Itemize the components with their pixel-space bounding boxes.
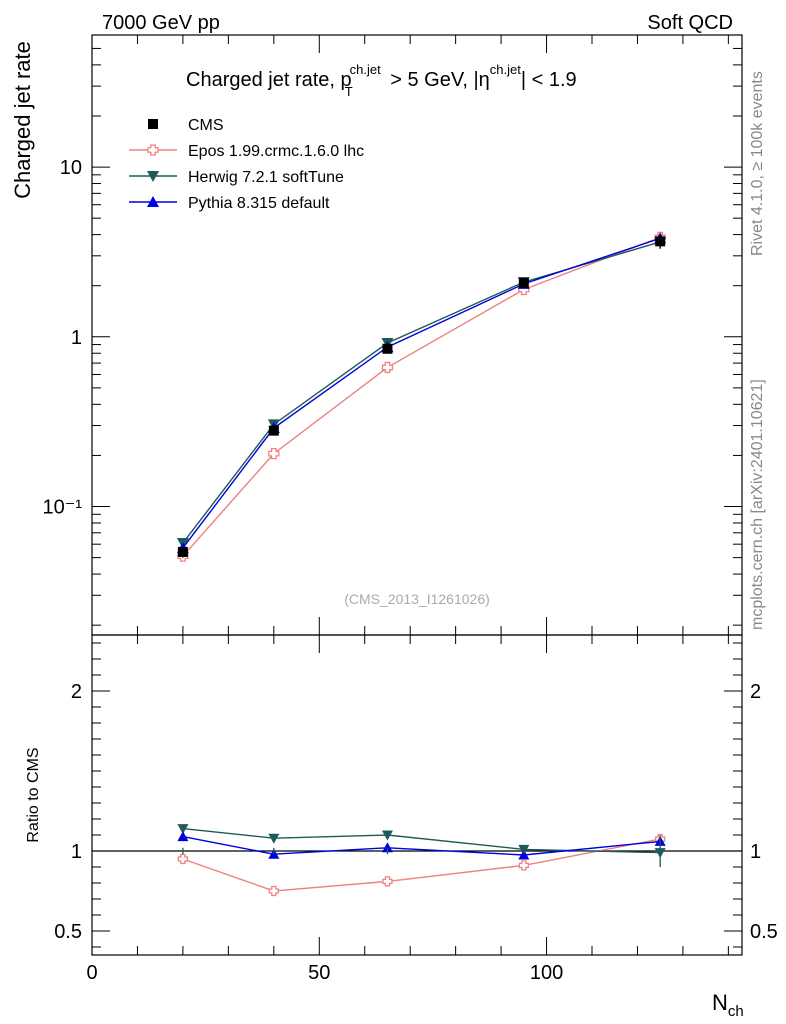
title-suffix: | < 1.9 [521,69,577,91]
ratio-line-epos-1-99-crmc-1-6-0-lhc [182,838,661,892]
title-prefix: Charged jet rate, p [186,69,352,91]
main-point-epos-1-99-crmc-1-6-0-lhc [268,447,280,460]
ratio-y-axis-label: Ratio to CMS [25,747,42,842]
main-line-herwig-7-2-1-softtune [182,241,661,544]
main-series-cms [177,234,666,558]
header-left-label: 7000 GeV pp [102,12,220,34]
ratio-y-tick-label-left: 2 [71,681,82,703]
main-series-epos-1-99-crmc-1-6-0-lhc [177,231,666,562]
main-line-pythia-8-315-default [182,237,661,549]
ratio-series-cms [182,835,661,867]
main-point-cms [382,343,393,354]
ratio-axes: 0.5 0.5 1 1 2 2 0 50 100 [54,635,778,984]
title-eta-sup: ch.jet [490,62,521,77]
ratio-x-tick-label: 0 [86,962,97,984]
main-series-pythia-8-315-default [176,232,667,553]
title-middle: > 5 GeV, | [385,69,479,91]
ratio-series-herwig-7-2-1-softtune [177,824,666,859]
main-y-tick-label: 1 [71,327,82,349]
ratio-y-tick-label-right: 2 [750,681,761,703]
ratio-point-herwig-7-2-1-softtune [177,824,189,835]
legend-marker [147,196,159,207]
main-point-cms [177,546,188,557]
x-axis-label-main: N [712,990,728,1015]
title-eta: η [479,69,490,91]
legend-marker [147,171,159,182]
ratio-point-epos-1-99-crmc-1-6-0-lhc [382,876,393,887]
ratio-point-pythia-8-315-default [177,831,189,842]
legend-label: Herwig 7.2.1 softTune [188,169,344,186]
ratio-y-tick-label-right: 1 [750,841,761,863]
legend-entry-cms: CMS [148,117,224,134]
ratio-y-tick-label-right: 0.5 [750,921,778,943]
mcplots-side-label: mcplots.cern.ch [arXiv:2401.10621] [749,379,766,630]
main-point-cms [268,425,279,436]
main-point-cms [518,277,529,288]
main-point-cms [655,236,666,247]
x-axis-label-sub: ch [728,1003,744,1020]
ratio-x-tick-label: 100 [530,962,563,984]
legend-entry-pythia-8-315-default: Pythia 8.315 default [129,195,330,212]
ratio-point-pythia-8-315-default [381,842,393,853]
title-pt-sub: T [345,84,353,99]
ratio-point-epos-1-99-crmc-1-6-0-lhc [518,860,529,871]
header-right-label: Soft QCD [647,12,733,34]
ratio-point-epos-1-99-crmc-1-6-0-lhc [268,885,279,897]
title-pt-sup: ch.jet [350,62,381,77]
ratio-series-epos-1-99-crmc-1-6-0-lhc [177,833,666,897]
legend-label: Pythia 8.315 default [188,195,330,212]
ratio-point-herwig-7-2-1-softtune [381,830,393,841]
main-axes: 10⁻¹ 1 10 [43,34,742,635]
ratio-point-pythia-8-315-default [518,849,530,860]
legend-marker [148,119,158,129]
legend-label: Epos 1.99.crmc.1.6.0 lhc [188,143,364,160]
legend-label: CMS [188,117,224,134]
main-line-epos-1-99-crmc-1-6-0-lhc [182,236,661,557]
main-y-tick-label: 10 [60,157,82,179]
main-y-tick-label: 10⁻¹ [43,497,83,519]
ratio-y-tick-label-left: 1 [71,841,82,863]
ratio-y-tick-label-left: 0.5 [54,921,82,943]
ratio-x-tick-label: 50 [308,962,330,984]
legend: CMS Epos 1.99.crmc.1.6.0 lhc Herwig 7.2.1 … [129,117,364,212]
ratio-point-epos-1-99-crmc-1-6-0-lhc [177,853,189,865]
main-y-axis-label: Charged jet rate [10,41,35,199]
main-plot-title: Charged jet rate, pch.jet T > 5 GeV, |ηch… [186,62,577,99]
main-series-group [176,231,667,562]
analysis-tag: (CMS_2013_I1261026) [344,591,490,607]
x-axis-label: Nch [712,990,744,1020]
ratio-plot-frame [91,634,743,956]
main-point-epos-1-99-crmc-1-6-0-lhc [381,361,394,374]
legend-entry-herwig-7-2-1-softtune: Herwig 7.2.1 softTune [129,169,344,186]
ratio-series-group [177,824,666,897]
rivet-side-label: Rivet 4.1.0, ≥ 100k events [749,71,766,256]
legend-marker [147,144,159,156]
main-series-herwig-7-2-1-softtune [176,236,667,549]
legend-entry-epos-1-99-crmc-1-6-0-lhc: Epos 1.99.crmc.1.6.0 lhc [129,143,364,160]
ratio-point-herwig-7-2-1-softtune [268,833,280,844]
